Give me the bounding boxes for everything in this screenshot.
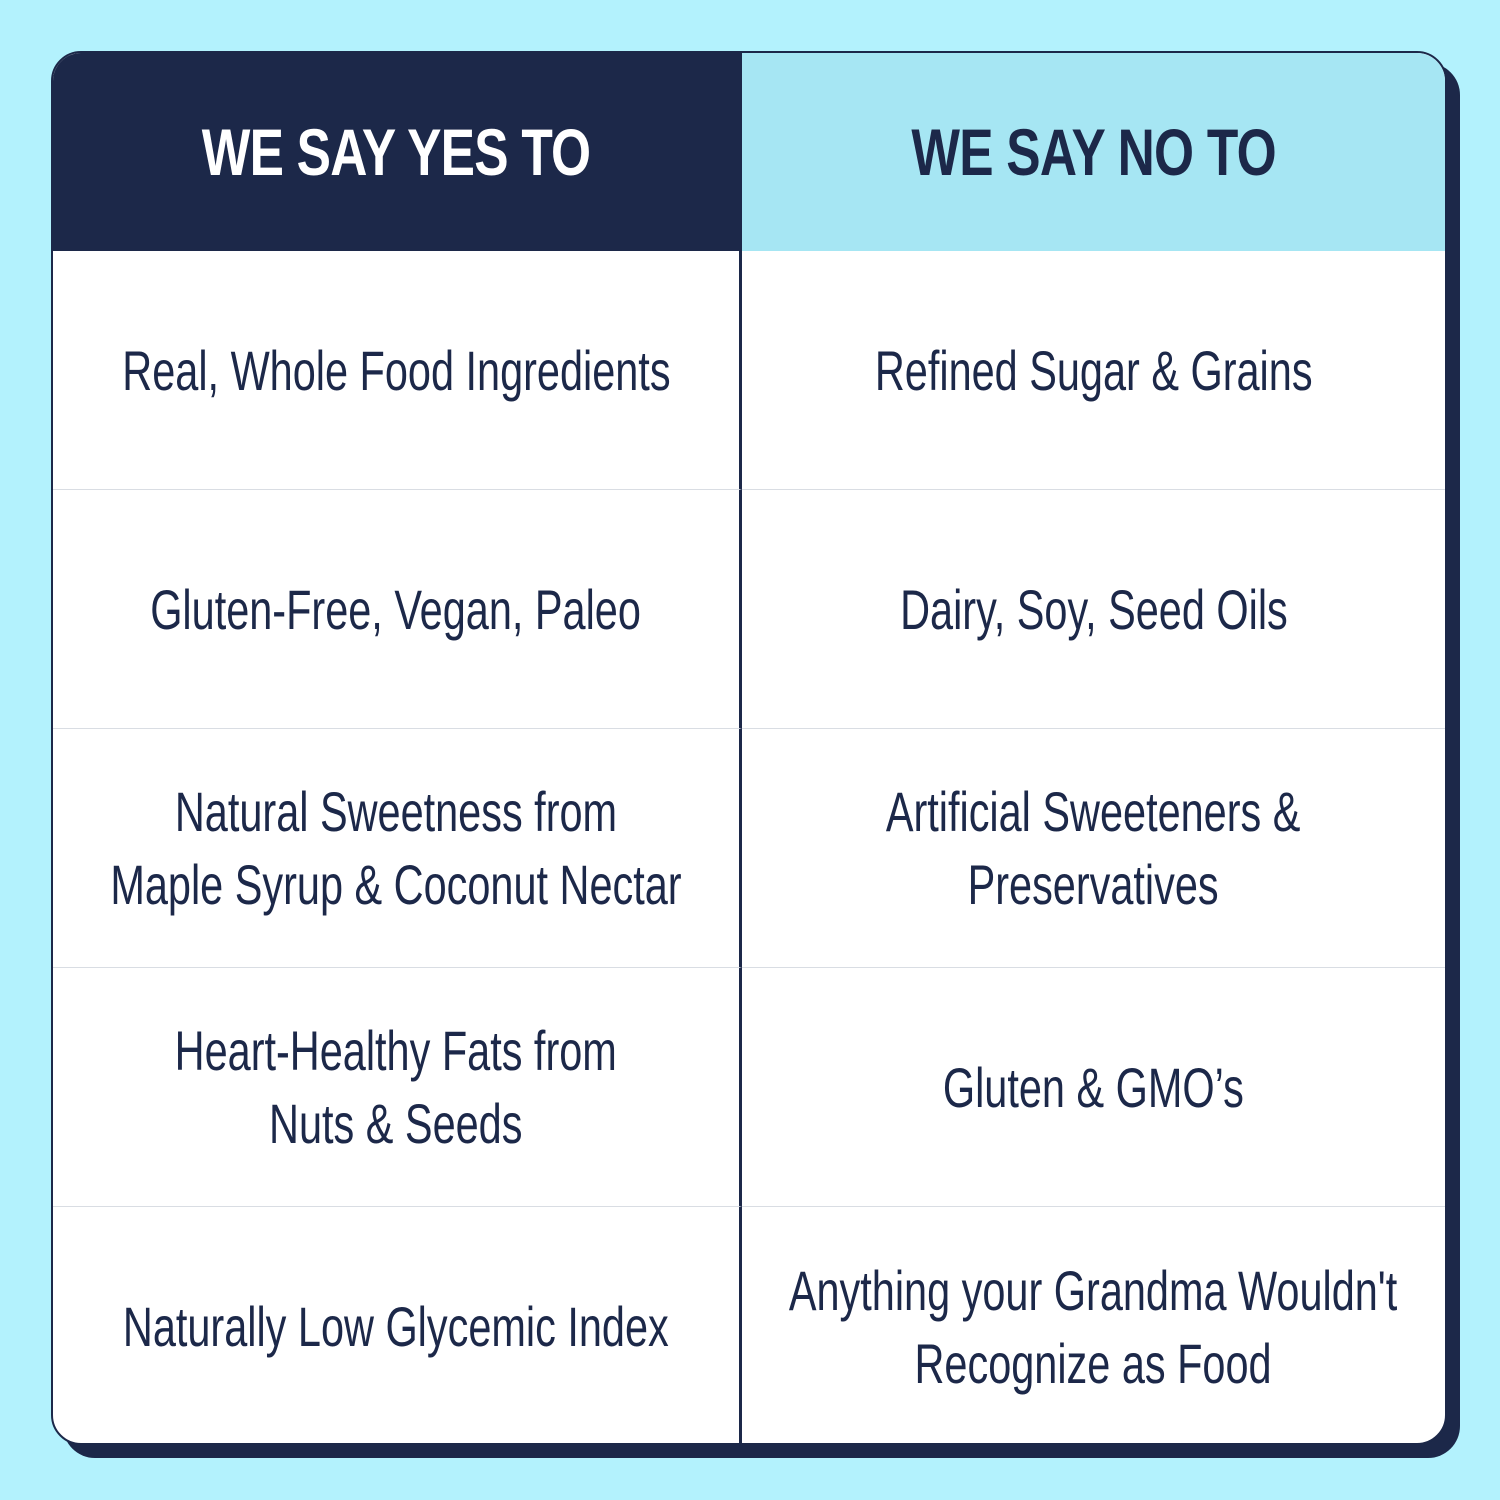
cell-line: Real, Whole Food Ingredients [121,338,671,402]
table-cell-yes: Naturally Low Glycemic Index [53,1207,742,1443]
cell-line: Nuts & Seeds [269,1092,523,1155]
cell-line: Maple Syrup & Coconut Nectar [110,853,682,916]
table-cell-yes: Real, Whole Food Ingredients [53,251,742,490]
cell-line: Gluten-Free, Vegan, Paleo [150,577,642,641]
cell-text: Real, Whole Food Ingredients [122,334,670,407]
table-cell-no: Gluten & GMO’s [742,968,1445,1207]
cell-text: Heart-Healthy Fats from Nuts & Seeds [175,1014,617,1160]
cell-text: Naturally Low Glycemic Index [123,1290,669,1363]
cell-text: Dairy, Soy, Seed Oils [900,573,1288,646]
table-cell-no: Anything your Grandma Wouldn't Recognize … [742,1207,1445,1443]
cell-line: Heart-Healthy Fats from [174,1019,618,1082]
cell-text: Refined Sugar & Grains [875,334,1313,407]
cell-line: Refined Sugar & Grains [874,338,1313,402]
comparison-table: WE SAY YES TO WE SAY NO TO Real, Whole F… [51,51,1447,1445]
cell-text: Anything your Grandma Wouldn't Recognize … [789,1254,1397,1400]
cell-line: Naturally Low Glycemic Index [123,1295,669,1358]
cell-text: Gluten & GMO’s [943,1051,1244,1124]
header-no: WE SAY NO TO [742,53,1445,251]
table-cell-yes: Natural Sweetness from Maple Syrup & Coco… [53,729,742,968]
table-cell-no: Refined Sugar & Grains [742,251,1445,490]
cell-line: Recognize as Food [914,1331,1273,1395]
cell-line: Anything your Grandma Wouldn't [789,1258,1398,1322]
cell-text: Artificial Sweeteners & Preservatives [886,775,1301,921]
cell-line: Artificial Sweeteners & [886,780,1301,843]
table-cell-yes: Heart-Healthy Fats from Nuts & Seeds [53,968,742,1207]
table-cell-no: Artificial Sweeteners & Preservatives [742,729,1445,968]
header-yes-label: WE SAY YES TO [201,115,591,189]
cell-line: Natural Sweetness from [174,780,618,843]
cell-line: Dairy, Soy, Seed Oils [899,577,1288,641]
cell-line: Preservatives [967,853,1220,916]
header-yes: WE SAY YES TO [53,53,742,251]
table-cell-yes: Gluten-Free, Vegan, Paleo [53,490,742,729]
cell-text: Natural Sweetness from Maple Syrup & Coco… [110,775,681,921]
header-no-label: WE SAY NO TO [911,115,1276,189]
table-cell-no: Dairy, Soy, Seed Oils [742,490,1445,729]
cell-line: Gluten & GMO’s [943,1055,1244,1119]
cell-text: Gluten-Free, Vegan, Paleo [151,573,642,646]
